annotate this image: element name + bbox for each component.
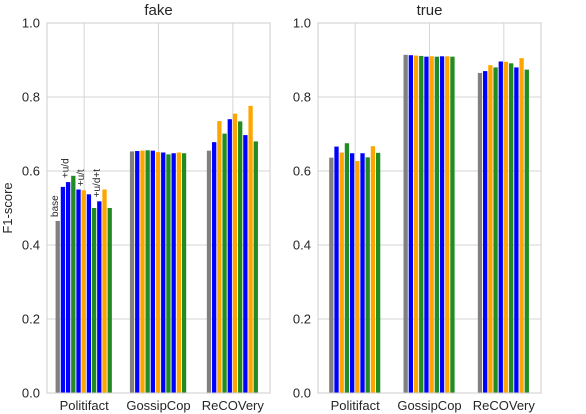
y-axis-label: F1-score xyxy=(0,182,15,233)
y-tick-label: 0.0 xyxy=(22,386,40,401)
bar xyxy=(76,189,81,393)
bar xyxy=(238,121,243,394)
bar xyxy=(349,153,355,393)
bar xyxy=(339,152,344,393)
bar xyxy=(524,69,529,394)
bar xyxy=(150,150,155,393)
bar xyxy=(424,56,429,394)
y-tick-label: 0.8 xyxy=(293,90,311,105)
y-tick-label: 1.0 xyxy=(22,16,40,31)
bar xyxy=(413,55,419,394)
bar xyxy=(355,161,360,393)
x-tick-label: Politifact xyxy=(60,398,110,413)
bar xyxy=(493,67,498,394)
bar xyxy=(155,152,161,393)
bar xyxy=(519,58,524,394)
bar xyxy=(171,153,176,393)
bar xyxy=(222,133,227,393)
bar xyxy=(253,141,258,393)
y-tick-label: 0.6 xyxy=(293,164,311,179)
bar xyxy=(488,65,493,394)
bar xyxy=(107,208,112,393)
bar xyxy=(60,186,66,393)
panel-fake: 0.0 0.2 0.4 0.6 0.8 1.0 Politifact GossipCop ReC… xyxy=(22,2,271,413)
bar xyxy=(227,119,232,393)
bar xyxy=(166,154,171,393)
y-tick-label: 0.8 xyxy=(22,90,40,105)
bar xyxy=(135,151,140,393)
bar xyxy=(483,71,488,393)
bar xyxy=(145,150,150,393)
bar xyxy=(129,151,135,393)
bar xyxy=(419,55,424,394)
bar xyxy=(81,190,86,393)
plot-frame xyxy=(317,22,542,394)
bar xyxy=(206,150,212,393)
bar xyxy=(498,61,503,393)
bar xyxy=(212,142,217,393)
x-tick-label: ReCOVery xyxy=(202,398,265,413)
bar xyxy=(434,56,439,394)
y-tick-label: 0.6 xyxy=(22,164,40,179)
x-tick-label: GossipCop xyxy=(397,398,461,413)
bar xyxy=(445,56,450,394)
bar xyxy=(217,121,222,394)
bar xyxy=(102,189,107,393)
bar xyxy=(334,146,339,393)
bar-annotation: +u/d+t xyxy=(92,169,103,198)
bar xyxy=(477,72,483,393)
chart-title: fake xyxy=(144,2,172,19)
bar xyxy=(71,175,76,393)
x-tick-label: GossipCop xyxy=(126,398,190,413)
panel-true: 0.0 0.2 0.4 0.6 0.8 1.0 Politifact GossipCop ReC… xyxy=(293,2,542,413)
bar xyxy=(243,135,248,394)
bar xyxy=(503,61,509,393)
x-tick-label: Politifact xyxy=(331,398,381,413)
bar-annotation: base xyxy=(50,195,61,217)
y-tick-label: 0.4 xyxy=(293,238,311,253)
bar xyxy=(176,152,181,393)
y-tick-label: 0.4 xyxy=(22,238,40,253)
bar xyxy=(439,56,445,394)
bar xyxy=(403,54,408,393)
bar xyxy=(360,153,365,393)
bar xyxy=(140,150,145,393)
y-tick-label: 1.0 xyxy=(293,16,311,31)
bar xyxy=(514,67,519,394)
bar xyxy=(509,63,514,393)
bar xyxy=(248,105,253,393)
bar xyxy=(329,157,334,393)
bar xyxy=(86,194,92,393)
bar xyxy=(181,153,187,393)
bar xyxy=(370,146,376,393)
bar xyxy=(161,152,166,393)
x-tick-label: ReCOVery xyxy=(473,398,536,413)
plot-frame xyxy=(46,22,271,394)
bar xyxy=(55,220,60,393)
chart-title: true xyxy=(417,2,443,19)
bar xyxy=(232,113,238,394)
bar xyxy=(408,55,413,393)
y-tick-label: 0.0 xyxy=(293,386,311,401)
bar xyxy=(450,56,455,394)
bar xyxy=(375,152,381,393)
bar xyxy=(65,182,71,393)
bar xyxy=(365,157,370,393)
y-tick-label: 0.2 xyxy=(293,312,311,327)
bar-annotation: +u/d xyxy=(61,158,72,178)
y-tick-label: 0.2 xyxy=(22,312,40,327)
bar-annotation: +u/t xyxy=(76,169,87,186)
bar xyxy=(344,143,350,393)
bar xyxy=(429,56,434,394)
bar xyxy=(91,208,97,393)
bar xyxy=(97,201,102,393)
